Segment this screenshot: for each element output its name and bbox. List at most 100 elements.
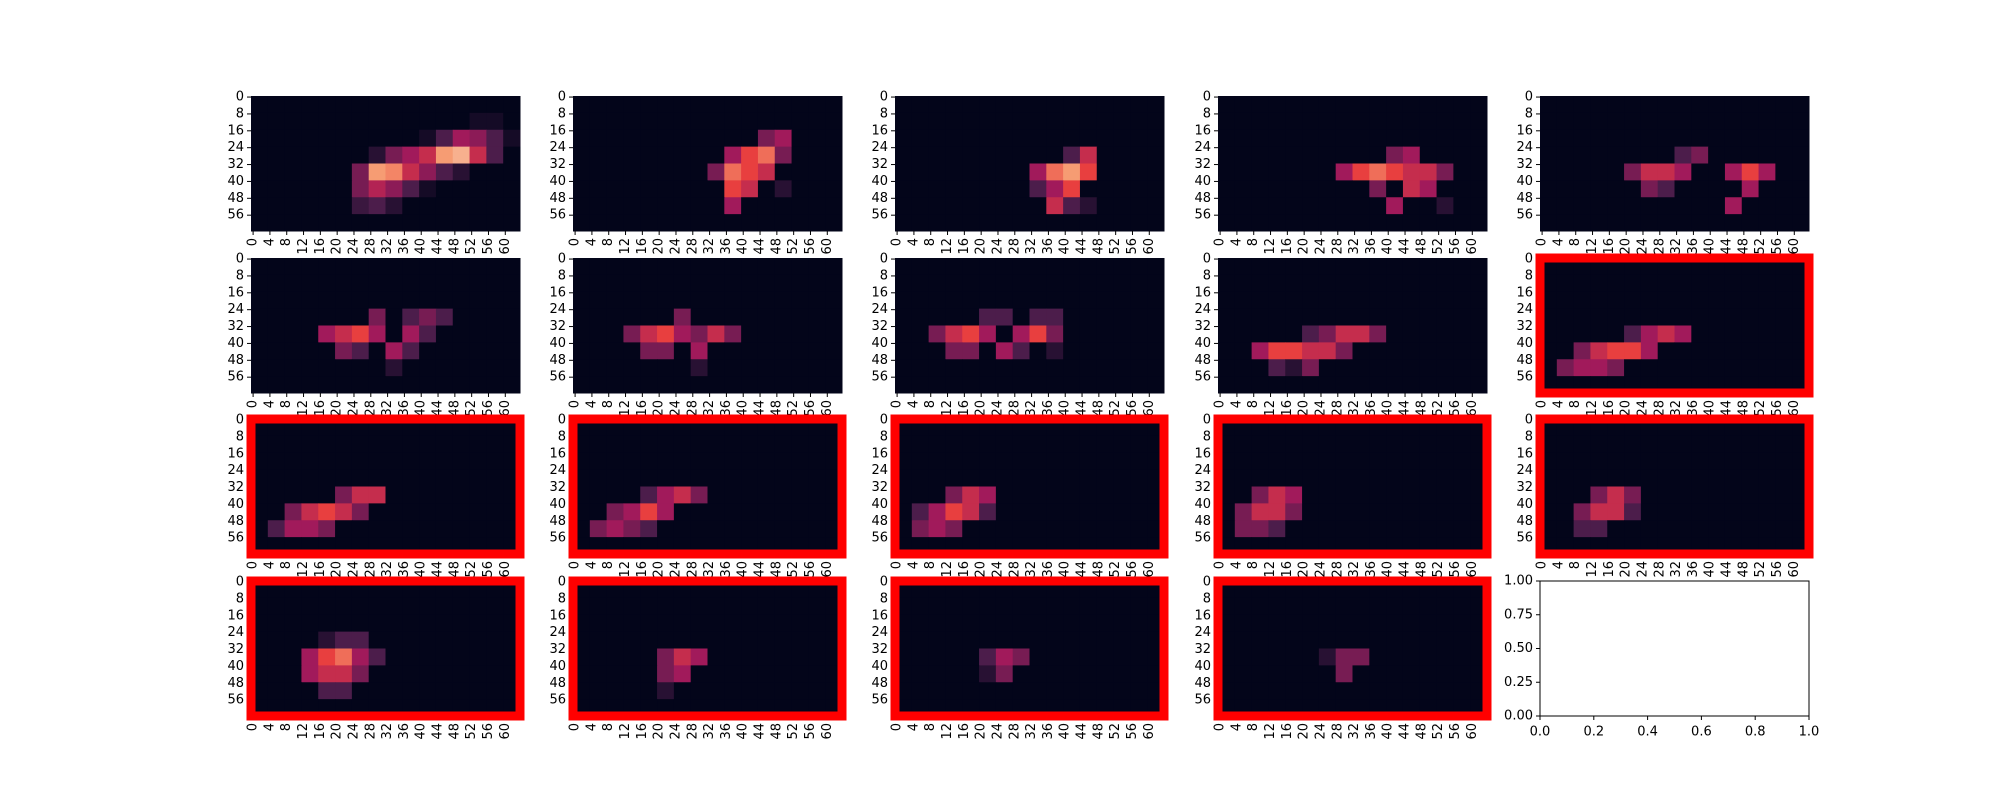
heatmap-cell [757,682,776,700]
heatmap-cell [1130,112,1148,131]
heatmap-cell [690,129,708,148]
heatmap-cell [1218,325,1236,343]
heatmap-cell [741,112,759,131]
heatmap-cell [1369,486,1387,504]
heatmap-cell [1453,342,1471,360]
heatmap-cell [1079,214,1098,232]
heatmap-cell [673,146,692,164]
heatmap-cell [1386,163,1404,181]
y-tick-label: 48 [549,353,566,368]
heatmap-cell [301,274,319,293]
heatmap-cell [318,96,336,114]
heatmap-cell [419,614,437,633]
y-tick-label: 32 [1516,319,1533,334]
heatmap-cell [267,614,286,633]
x-tick-label: 32 [1669,238,1684,255]
heatmap-cell [1029,631,1047,649]
highlight-border [1535,414,1814,559]
heatmap-cell [1470,308,1488,326]
y-tick-label: 24 [1194,625,1211,640]
heatmap-cell [1063,469,1081,487]
x-tick-label: 20 [1619,238,1634,255]
heatmap-cell [1302,274,1320,293]
heatmap-cell [1079,359,1098,377]
heatmap-cell [1285,503,1303,521]
x-tick-label: 60 [820,238,835,255]
heatmap-cell [1640,503,1659,521]
heatmap-cell [995,452,1014,471]
heatmap-cell [469,342,487,360]
heatmap-cell [503,146,521,164]
heatmap-cell [962,452,980,471]
x-tick-label: 8 [1246,400,1261,408]
heatmap-cell [1234,325,1253,343]
heatmap-cell [911,146,930,164]
heatmap-cell [1741,342,1760,360]
heatmap-cell [385,274,403,293]
heatmap-cell [995,291,1014,310]
heatmap-cell [335,359,353,377]
x-tick-label: 4 [906,400,921,408]
x-tick-label: 0 [1213,723,1228,731]
heatmap-cell [1234,376,1253,394]
heatmap-cell [962,469,980,487]
heatmap-cell [707,597,725,616]
y-tick-label: 56 [227,208,244,223]
heatmap-cell [385,291,403,310]
heatmap-cell [962,163,980,181]
heatmap-cell [335,648,353,666]
heatmap-cell [1012,682,1030,700]
heatmap-cell [1386,486,1404,504]
heatmap-cell [1453,308,1471,326]
heatmap-cell [1453,520,1471,538]
x-tick-label: 4 [262,400,277,408]
heatmap-cell [1674,274,1692,293]
heatmap-cell [1046,214,1064,232]
x-tick-label: 16 [1280,723,1295,740]
x-tick-label: 52 [1108,400,1123,417]
x-tick-label: 12 [296,400,311,417]
heatmap-cell [435,614,454,633]
heatmap-cell [251,112,269,131]
heatmap-cell [1063,96,1081,114]
heatmap-cell [979,96,997,114]
heatmap-cell [335,665,353,683]
heatmap-cell [318,376,336,394]
heatmap-cell [1113,291,1131,310]
heatmap-cell [1218,163,1236,181]
x-tick-label: 48 [769,561,784,578]
heatmap-cell [1436,129,1454,148]
heatmap-cell [284,180,302,198]
heatmap-cell [640,648,658,666]
heatmap-cell [1741,435,1760,454]
heatmap-cell [318,648,336,666]
heatmap-cell [335,452,353,471]
heatmap-cell [724,129,742,148]
heatmap-cell [1792,180,1810,198]
heatmap-cell [774,435,793,454]
heatmap-cell [1046,648,1064,666]
heatmap-cell [707,274,725,293]
heatmap-cell [351,308,370,326]
x-tick-label: 20 [1619,561,1634,578]
heatmap-cell [791,614,809,633]
heatmap-cell [1657,342,1675,360]
heatmap-cell [1590,146,1608,164]
heatmap-cell [335,129,353,148]
heatmap-cell [486,342,504,360]
heatmap-cell [419,274,437,293]
heatmap-cell [1012,180,1030,198]
heatmap-panel: 0 4 8 12 16 20 24 28 32 36 40 44 48 52 56 6008162432404… [1516,90,1810,255]
heatmap-cell [1302,631,1320,649]
x-tick-label: 24 [668,238,683,255]
x-tick-label: 40 [736,400,751,417]
x-tick-label: 24 [1313,238,1328,255]
heatmap-cell [402,435,420,454]
heatmap-cell [791,631,809,649]
heatmap-cell [1285,180,1303,198]
heatmap-cell [707,631,725,649]
y-tick-label: 8 [236,268,244,283]
y-tick-label: 40 [871,336,888,351]
heatmap-cell [657,648,675,666]
heatmap-cell [1251,180,1269,198]
